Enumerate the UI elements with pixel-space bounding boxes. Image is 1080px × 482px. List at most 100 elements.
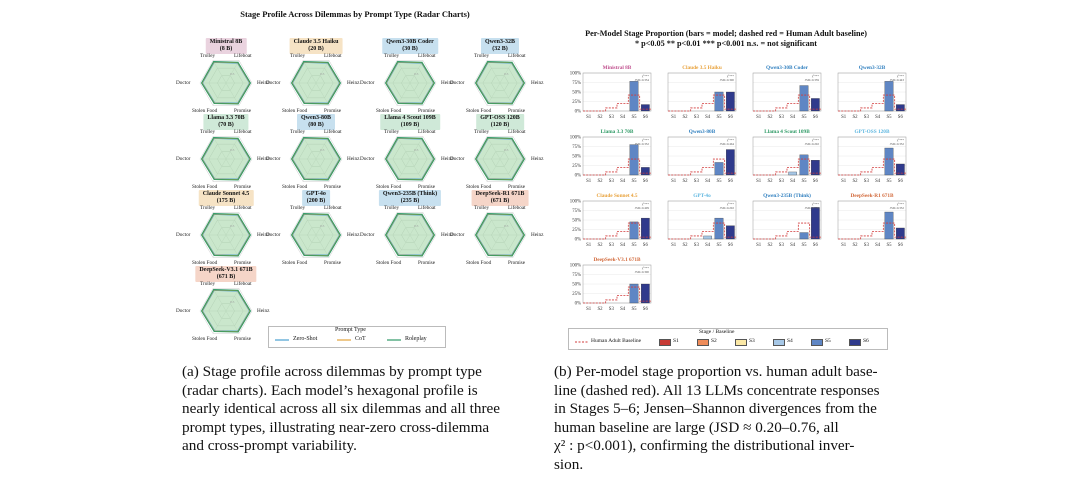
radar-axis-label: Heinz: [257, 80, 270, 86]
caption-b: (b) Per-model stage proportion vs. human…: [554, 363, 900, 475]
bar-ytick: 50%: [572, 91, 581, 96]
bar-xtick: S1: [586, 307, 592, 312]
bar-jsd: JSD=0.409: [635, 206, 650, 210]
bar-chart: S1 S2 S3 S4 S5 S6 χ²***JSD=0.443: [837, 72, 907, 120]
radar-panel-title: Ministral 8B (8 B): [205, 38, 247, 54]
radar-axis-label: Doctor: [176, 156, 191, 162]
bar-s6: [641, 283, 650, 304]
bar-xtick: S5: [716, 115, 722, 120]
radar-line: [202, 138, 250, 180]
caption-b-line: sion.: [554, 455, 584, 473]
bar-legend-title: Stage / Baseline: [699, 329, 735, 335]
radar-axis-label: Stolen Food: [376, 108, 402, 114]
radar-panel-model: GPT-OSS 120B: [480, 115, 520, 121]
bar-figure-title-main: Per-Model Stage Proportion (bars = model…: [585, 29, 867, 38]
bar-xtick: S2: [597, 307, 603, 312]
bar-s6: [641, 104, 650, 112]
radar-panel-model: GPT-4o: [306, 191, 326, 197]
radar-axis-label: Stolen Food: [282, 184, 308, 190]
bar-xtick: S2: [767, 243, 773, 248]
bar-xtick: S2: [682, 179, 688, 184]
radar-line: [386, 138, 434, 180]
legend-swatch-s3: [735, 339, 747, 346]
radar-axis-label: Doctor: [266, 232, 281, 238]
bar-panel-title: DeepSeek-R1 671B: [850, 193, 894, 199]
bar-xtick: S5: [631, 179, 637, 184]
radar-panel-model: Qwen3-32B: [485, 39, 515, 45]
caption-b-line: in Stages 5–6; Jensen–Shannon divergence…: [554, 400, 877, 418]
radar-axis-label: Heinz: [441, 156, 454, 162]
radar-chart: 0.5: [289, 212, 343, 258]
bar-panel-title: Claude 3.5 Haiku: [682, 65, 722, 71]
bar-ytick: 75%: [572, 145, 581, 150]
bar-ytick: 75%: [572, 209, 581, 214]
radar-line: [384, 137, 436, 181]
baseline-line: [583, 286, 651, 304]
bar-significance: χ²***: [727, 202, 735, 206]
caption-a-line: nearly identical across all six dilemmas…: [182, 400, 500, 418]
legend-baseline: Human Adult Baseline: [591, 338, 642, 344]
caption-b-line: line (dashed red). All 13 LLMs concentra…: [554, 381, 880, 399]
bar-xtick: S4: [620, 179, 626, 184]
bar-xtick: S5: [801, 115, 807, 120]
radar-axis-label: Promise: [508, 260, 526, 266]
bar-xtick: S1: [671, 243, 677, 248]
radar-line: [476, 214, 524, 256]
radar-axis-label: Heinz: [347, 80, 360, 86]
radar-line: [290, 213, 342, 257]
bar-xtick: S2: [682, 115, 688, 120]
radar-chart: 0.5: [383, 60, 437, 106]
bar-frame: [837, 72, 907, 112]
radar-panel-size: (80 B): [308, 122, 324, 128]
radar-ring-label: 0.5: [230, 72, 235, 76]
radar-axis-label: Heinz: [257, 232, 270, 238]
radar-axis-label: Heinz: [257, 308, 270, 314]
radar-axis-label: Stolen Food: [466, 184, 492, 190]
bar-jsd: JSD=0.300: [720, 78, 735, 82]
radar-axis-label: Doctor: [450, 80, 465, 86]
bar-xtick: S2: [597, 179, 603, 184]
radar-line: [202, 290, 250, 332]
bar-ytick: 0%: [575, 174, 581, 179]
radar-area: [202, 62, 250, 104]
bar-s6: [811, 160, 820, 176]
bar-xtick: S5: [631, 307, 637, 312]
bar-xtick: S5: [886, 179, 892, 184]
baseline-line: [753, 222, 821, 240]
radar-line: [202, 214, 250, 256]
radar-line: [200, 137, 252, 181]
radar-panel-size: (671 B): [490, 198, 510, 204]
radar-panel-model: Qwen3-235B (Think): [382, 191, 438, 197]
legend-swatch-s2: [697, 339, 709, 346]
bar-jsd: JSD=0.443: [890, 78, 905, 82]
radar-axis-label: Trolley: [474, 129, 490, 135]
radar-area: [476, 214, 524, 256]
radar-panel-model: DeepSeek-V3.1 671B: [199, 267, 253, 273]
bar-chart: S1 S2 S3 S4 S5 S6 χ²***JSD=0.352: [837, 136, 907, 184]
bar-panel-title: Qwen3-30B Coder: [766, 65, 808, 71]
bar-ytick: 100%: [570, 136, 581, 141]
radar-area: [386, 138, 434, 180]
radar-axis-label: Doctor: [450, 156, 465, 162]
bar-frame: [752, 136, 822, 176]
radar-axis-label: Stolen Food: [192, 108, 218, 114]
bar-s5: [629, 221, 639, 240]
radar-axis-label: Doctor: [176, 232, 191, 238]
bar-xtick: S3: [779, 115, 785, 120]
radar-line: [476, 138, 524, 180]
bar-xtick: S4: [620, 307, 626, 312]
bar-xtick: S1: [671, 115, 677, 120]
radar-ring-label: 0.5: [414, 72, 419, 76]
radar-axis-label: Promise: [324, 260, 342, 266]
bar-chart: S1 S2 S3 S4 S5 S6 χ²***JSD=0.464: [667, 136, 737, 184]
bar-s5: [714, 91, 724, 112]
bar-chart: S1 S2 S3 S4 S5 S6 χ²***JSD=0.759: [752, 200, 822, 248]
radar-axis-label: Trolley: [474, 205, 490, 211]
bar-jsd: JSD=0.352: [635, 142, 650, 146]
caption-a-line: (radar charts). Each model’s hexagonal p…: [182, 381, 478, 399]
bar-ytick: 25%: [572, 228, 581, 233]
bar-significance: χ²***: [897, 138, 905, 142]
radar-panel-size: (109 B): [400, 122, 420, 128]
bar-xtick: S1: [586, 115, 592, 120]
radar-area: [386, 214, 434, 256]
